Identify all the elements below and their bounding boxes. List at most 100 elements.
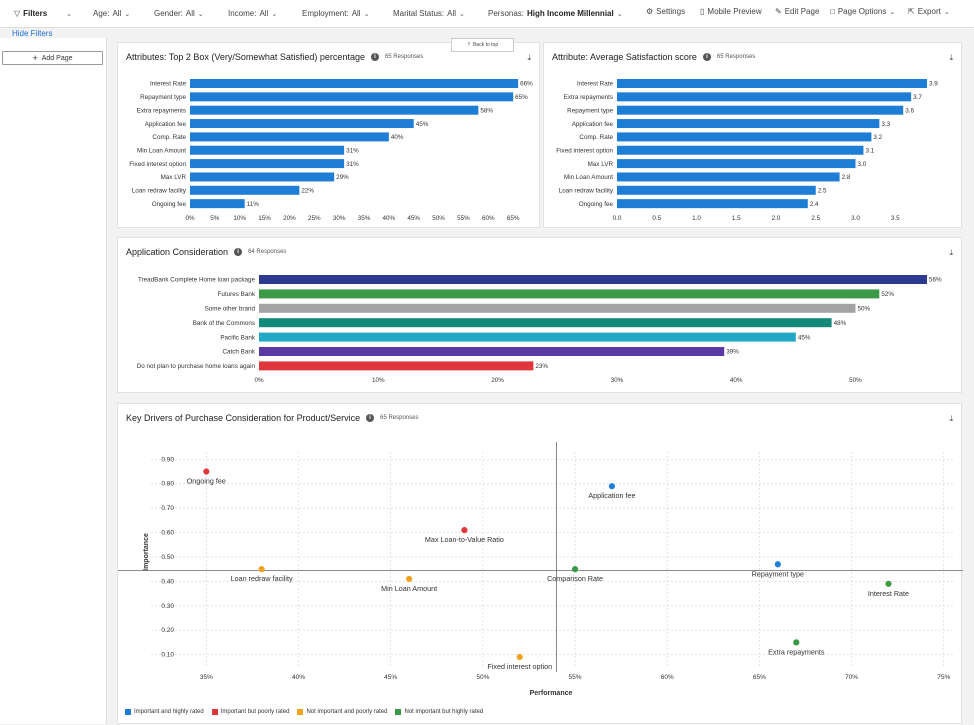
x-tick-label: 45%	[384, 674, 397, 681]
legend-item: Important and highly rated	[125, 709, 204, 715]
key-drivers-card: Key Drivers of Purchase Consideration fo…	[117, 403, 963, 724]
x-tick-label: 0.0	[613, 215, 622, 222]
x-tick-label: 40%	[730, 377, 743, 384]
bar-value-label: 50%	[857, 306, 870, 313]
bar-value-label: 66%	[520, 81, 533, 88]
bar-category-label: Extra repayments	[137, 107, 186, 114]
arrow-up-icon: ⇡	[466, 42, 472, 48]
bar-value-label: 29%	[336, 174, 349, 181]
bar	[259, 303, 856, 313]
x-tick-label: 5%	[210, 215, 220, 222]
bar-value-label: 2.5	[818, 188, 827, 195]
bar-category-label: Max LVR	[588, 161, 614, 168]
legend-swatch	[125, 709, 131, 715]
application-consideration-chart: TreadBank Complete Home loan package 56% F…	[137, 275, 942, 384]
download-icon[interactable]: ⤓	[949, 414, 953, 423]
x-tick-label: 25%	[308, 215, 321, 222]
legend-item: Not important but highly rated	[395, 709, 483, 715]
bar-value-label: 3.2	[873, 134, 882, 141]
age-filter[interactable]: Age: All ⌄	[93, 9, 131, 18]
export-button[interactable]: ⇱ Export ⌄	[908, 7, 950, 16]
bar-value-label: 3.1	[865, 147, 874, 154]
download-icon[interactable]: ⤓	[949, 53, 953, 62]
download-icon[interactable]: ⤓	[949, 248, 953, 257]
bar-value-label: 11%	[247, 201, 260, 208]
scatter-point-label: Fixed interest option	[487, 662, 552, 671]
x-tick-label: 60%	[661, 674, 674, 681]
bar-value-label: 3.7	[913, 94, 922, 101]
bar	[617, 172, 840, 182]
bar-value-label: 56%	[929, 277, 942, 284]
bar	[190, 145, 345, 155]
mobile-preview-button[interactable]: ▯ Mobile Preview	[700, 7, 762, 16]
info-icon[interactable]: i	[366, 414, 375, 422]
x-tick-label: 35%	[358, 215, 371, 222]
filters-toggle[interactable]: ▽ Filters ⌄	[14, 9, 73, 18]
y-axis-title: Importance	[143, 533, 150, 571]
scatter-point-label: Application fee	[588, 491, 635, 500]
bar-category-label: Min Loan Amount	[564, 174, 613, 181]
legend-label: Important but poorly rated	[220, 709, 290, 715]
scatter-point	[516, 653, 523, 661]
y-tick-label: 0.70	[161, 505, 174, 512]
mobile-icon: ▯	[700, 7, 705, 16]
x-tick-label: 65%	[753, 674, 766, 681]
bar	[190, 79, 519, 88]
bar-value-label: 45%	[798, 334, 811, 341]
x-tick-label: 70%	[845, 674, 858, 681]
response-count: 64 Responses	[248, 249, 287, 255]
bar-category-label: Fixed interest option	[129, 161, 186, 168]
gender-filter[interactable]: Gender: All ⌄	[154, 9, 204, 18]
info-icon[interactable]: i	[234, 248, 243, 256]
bar-value-label: 48%	[834, 320, 847, 327]
x-tick-label: 10%	[372, 377, 385, 384]
x-tick-label: 0.5	[652, 215, 661, 222]
bar	[190, 105, 479, 115]
page-options-button[interactable]: □ Page Options ⌄	[830, 7, 896, 16]
personas-filter[interactable]: Personas: High Income Millennial ⌄	[488, 9, 623, 18]
bar	[259, 361, 534, 371]
x-tick-label: 50%	[476, 674, 489, 681]
add-page-button[interactable]: + Add Page	[2, 51, 103, 65]
edit-page-button[interactable]: ✎ Edit Page	[775, 7, 820, 16]
page-sidebar: + Add Page	[0, 38, 107, 724]
y-tick-label: 0.40	[161, 578, 174, 585]
back-to-top-button[interactable]: ⇡ Back to top	[451, 38, 514, 52]
y-tick-label: 0.30	[161, 603, 174, 610]
x-tick-label: 45%	[407, 215, 420, 222]
bar-category-label: Futures Bank	[218, 291, 256, 298]
bar	[617, 185, 816, 195]
scatter-point-label: Extra repayments	[768, 647, 825, 656]
scatter-point	[885, 580, 892, 587]
x-tick-label: 20%	[491, 377, 504, 384]
plus-icon: +	[32, 53, 38, 63]
income-filter[interactable]: Income: All ⌄	[228, 9, 278, 18]
bar-category-label: Loan redraw facility	[132, 188, 187, 195]
bar-category-label: Do not plan to purchase home loans again	[137, 363, 256, 370]
info-icon[interactable]: i	[702, 53, 711, 61]
bar	[190, 132, 389, 142]
legend-swatch	[395, 709, 402, 715]
settings-button[interactable]: ⚙ Settings	[646, 7, 686, 16]
bar	[259, 332, 796, 342]
scatter-point-label: Interest Rate	[868, 589, 909, 598]
bar-value-label: 3.3	[881, 121, 890, 128]
bar-category-label: Repayment type	[567, 107, 613, 114]
scatter-point	[608, 483, 616, 490]
info-icon[interactable]: i	[370, 53, 379, 61]
x-tick-label: 3.5	[891, 215, 900, 222]
response-count: 65 Responses	[716, 54, 756, 60]
x-tick-label: 60%	[482, 215, 495, 222]
hide-filters-link[interactable]: Hide Filters	[12, 29, 53, 38]
marital-status-filter[interactable]: Marital Status: All ⌄	[393, 9, 465, 18]
bar	[617, 79, 928, 88]
x-tick-label: 75%	[937, 674, 950, 681]
bar-value-label: 2.4	[810, 201, 819, 208]
employment-filter[interactable]: Employment: All ⌄	[302, 9, 370, 18]
x-tick-label: 35%	[200, 674, 213, 681]
download-icon[interactable]: ⤓	[527, 53, 531, 62]
bar-category-label: Comp. Rate	[152, 134, 186, 141]
bar-value-label: 2.8	[842, 174, 851, 181]
chevron-down-icon: ⌄	[363, 10, 370, 18]
bar	[617, 92, 912, 102]
